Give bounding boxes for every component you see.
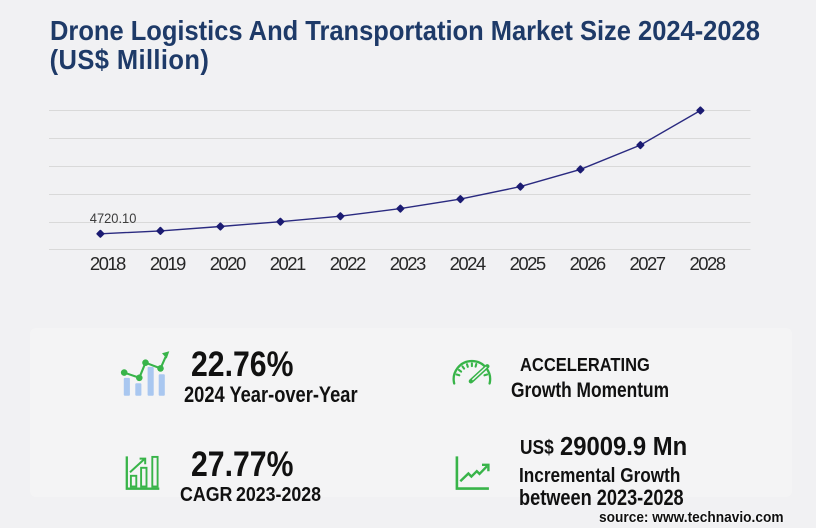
svg-text:2021: 2021: [270, 253, 307, 274]
svg-text:2023: 2023: [390, 253, 427, 274]
svg-text:2025: 2025: [510, 253, 547, 274]
svg-text:2020: 2020: [210, 253, 247, 274]
svg-text:4720.10: 4720.10: [90, 210, 137, 226]
svg-text:2027: 2027: [630, 253, 667, 274]
svg-text:2022: 2022: [330, 253, 367, 274]
svg-text:2028: 2028: [690, 253, 727, 274]
svg-text:2019: 2019: [150, 253, 187, 274]
svg-text:2024: 2024: [450, 253, 487, 274]
svg-text:2026: 2026: [570, 253, 607, 274]
svg-text:2018: 2018: [90, 253, 127, 274]
